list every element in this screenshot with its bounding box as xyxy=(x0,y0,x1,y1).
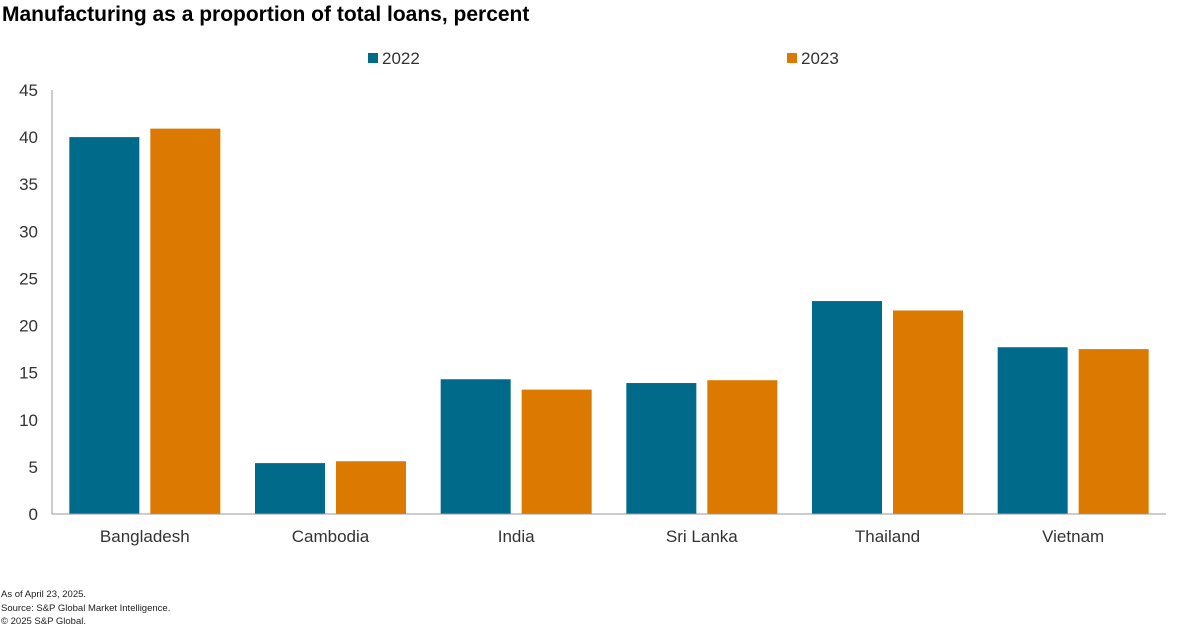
as-of-note: As of April 23, 2025. xyxy=(1,589,87,600)
bars xyxy=(69,128,1149,514)
x-tick-label: Vietnam xyxy=(1042,527,1104,546)
y-tick-label: 20 xyxy=(19,317,38,336)
y-tick-label: 30 xyxy=(19,222,38,241)
bar-2023-bangladesh xyxy=(150,128,221,514)
x-tick-label: India xyxy=(498,527,535,546)
y-tick-label: 45 xyxy=(19,81,38,100)
legend-label: 2022 xyxy=(382,49,420,68)
bar-chart: 2022 2023 0 5 10 15 20 25 30 35 40 45 Bangladesh Ca… xyxy=(19,49,1166,546)
copyright-note: © 2025 S&P Global. xyxy=(1,616,86,627)
legend: 2022 2023 xyxy=(368,49,839,68)
x-tick-label: Cambodia xyxy=(292,527,370,546)
bar-2023-cambodia xyxy=(336,461,406,514)
y-tick-label: 35 xyxy=(19,175,38,194)
y-axis: 0 5 10 15 20 25 30 35 40 45 xyxy=(19,81,53,524)
y-tick-label: 0 xyxy=(29,505,38,524)
legend-swatch xyxy=(787,53,797,63)
x-axis: Bangladesh Cambodia India Sri Lanka Thailand… xyxy=(52,513,1166,546)
bar-2023-vietnam xyxy=(1078,349,1149,514)
y-tick-label: 40 xyxy=(19,128,38,147)
bar-2022-sri-lanka xyxy=(626,383,697,514)
x-tick-label: Sri Lanka xyxy=(666,527,738,546)
bar-2022-thailand xyxy=(812,301,882,514)
x-tick-label: Thailand xyxy=(855,527,920,546)
source-note: Source: S&P Global Market Intelligence. xyxy=(1,602,171,614)
y-tick-label: 10 xyxy=(19,411,38,430)
legend-swatch xyxy=(368,53,378,63)
bar-2023-india xyxy=(521,389,592,514)
bar-2022-cambodia xyxy=(255,463,325,514)
y-tick-label: 25 xyxy=(19,269,38,288)
x-tick-label: Bangladesh xyxy=(100,527,190,546)
bar-2022-vietnam xyxy=(997,347,1068,514)
bar-2022-bangladesh xyxy=(69,137,140,514)
y-tick-label: 5 xyxy=(29,458,38,477)
bar-2023-thailand xyxy=(893,310,963,514)
bar-2023-sri-lanka xyxy=(707,380,778,514)
y-tick-label: 15 xyxy=(19,364,38,383)
chart-title: Manufacturing as a proportion of total l… xyxy=(2,3,530,26)
bar-2022-india xyxy=(440,379,511,514)
legend-label: 2023 xyxy=(801,49,839,68)
footer: As of April 23, 2025. Source: S&P Global… xyxy=(1,588,170,629)
